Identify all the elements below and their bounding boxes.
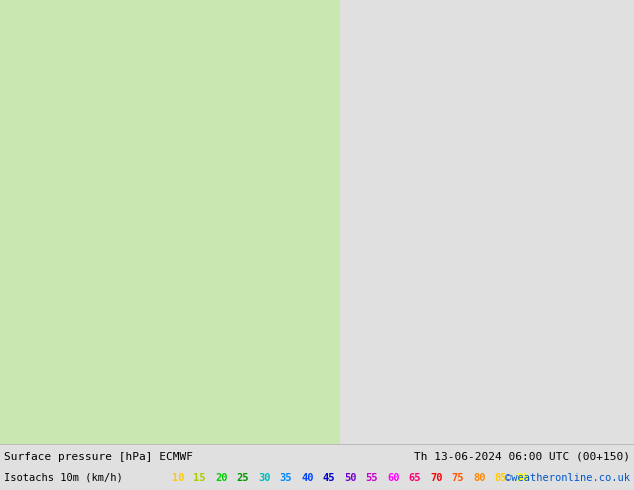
Text: Surface pressure [hPa] ECMWF: Surface pressure [hPa] ECMWF — [4, 452, 193, 462]
Text: ©weatheronline.co.uk: ©weatheronline.co.uk — [505, 473, 630, 483]
Bar — [0, 0, 340, 444]
Text: 90: 90 — [516, 473, 529, 483]
Text: 45: 45 — [323, 473, 335, 483]
Text: 40: 40 — [301, 473, 313, 483]
Text: 25: 25 — [236, 473, 249, 483]
Text: Isotachs 10m (km/h): Isotachs 10m (km/h) — [4, 473, 123, 483]
Text: 30: 30 — [258, 473, 271, 483]
Text: 60: 60 — [387, 473, 399, 483]
Text: 20: 20 — [215, 473, 228, 483]
Text: 35: 35 — [280, 473, 292, 483]
Text: Th 13-06-2024 06:00 UTC (00+150): Th 13-06-2024 06:00 UTC (00+150) — [414, 452, 630, 462]
Text: 80: 80 — [473, 473, 486, 483]
Text: 10: 10 — [172, 473, 184, 483]
Text: 55: 55 — [365, 473, 378, 483]
Text: 85: 85 — [495, 473, 507, 483]
Text: 15: 15 — [193, 473, 206, 483]
Text: 75: 75 — [451, 473, 464, 483]
Text: 50: 50 — [344, 473, 356, 483]
Text: 70: 70 — [430, 473, 443, 483]
Text: 65: 65 — [408, 473, 421, 483]
